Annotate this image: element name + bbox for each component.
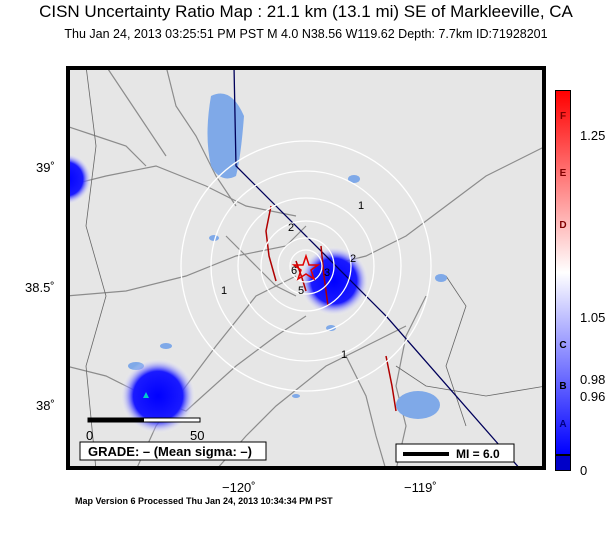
svg-text:5: 5	[298, 285, 304, 297]
contour-labels: 1 2 1 2 5 6 3 1	[221, 200, 364, 361]
map-panel[interactable]: 1 2 1 2 5 6 3 1 0 50 GRADE: – (Mean sigm…	[66, 66, 546, 470]
lon-label-120: −120˚	[222, 480, 256, 495]
station-triangle-icon	[143, 392, 149, 398]
svg-text:1: 1	[221, 285, 227, 297]
lat-label-38-5: 38.5˚	[25, 280, 55, 295]
mi-box	[395, 443, 515, 463]
epicenter-star-icon[interactable]	[291, 253, 321, 281]
colorbar	[555, 90, 571, 455]
grade-box	[79, 441, 267, 461]
lat-label-38: 38˚	[36, 398, 55, 413]
svg-text:1: 1	[341, 349, 347, 361]
state-border	[233, 66, 522, 470]
cb-tick-0: 0	[580, 463, 588, 478]
scale-bar	[87, 417, 201, 423]
lat-label-39: 39˚	[36, 160, 55, 175]
mi-label: MI = 6.0	[456, 447, 500, 461]
cb-tick-0-98: 0.98	[580, 372, 606, 387]
mono-lake	[396, 391, 440, 419]
grade-text: GRADE: – (Mean sigma: –)	[88, 444, 252, 459]
svg-text:6: 6	[291, 265, 297, 277]
cb-tick-1-05: 1.05	[580, 310, 606, 325]
event-info: Thu Jan 24, 2013 03:25:51 PM PST M 4.0 N…	[64, 27, 548, 41]
contours	[180, 140, 432, 392]
cb-letter-e: E	[559, 168, 567, 179]
cb-tick-1-25: 1.25	[580, 128, 606, 143]
cb-tick-0-96: 0.96	[580, 389, 606, 404]
cb-letter-f: F	[559, 111, 567, 122]
svg-text:1: 1	[358, 200, 364, 212]
cb-letter-c: C	[559, 340, 567, 351]
map-svg: 1 2 1 2 5 6 3 1 0 50 GRADE: – (Mean sigm…	[66, 66, 546, 470]
svg-text:3: 3	[324, 267, 330, 279]
frame-ticks	[66, 66, 546, 470]
colorbar-zero-swatch	[555, 455, 571, 471]
cb-letter-a: A	[559, 419, 567, 430]
svg-text:2: 2	[350, 253, 356, 265]
cb-letter-b: B	[559, 381, 567, 392]
svg-text:2: 2	[288, 222, 294, 234]
scale-right: 50	[190, 428, 204, 443]
scale-left: 0	[86, 428, 93, 443]
cb-letter-d: D	[559, 220, 567, 231]
map-title: CISN Uncertainty Ratio Map : 21.1 km (13…	[39, 2, 573, 21]
map-version-footer: Map Version 6 Processed Thu Jan 24, 2013…	[75, 496, 333, 506]
lon-label-119: −119˚	[404, 480, 437, 495]
